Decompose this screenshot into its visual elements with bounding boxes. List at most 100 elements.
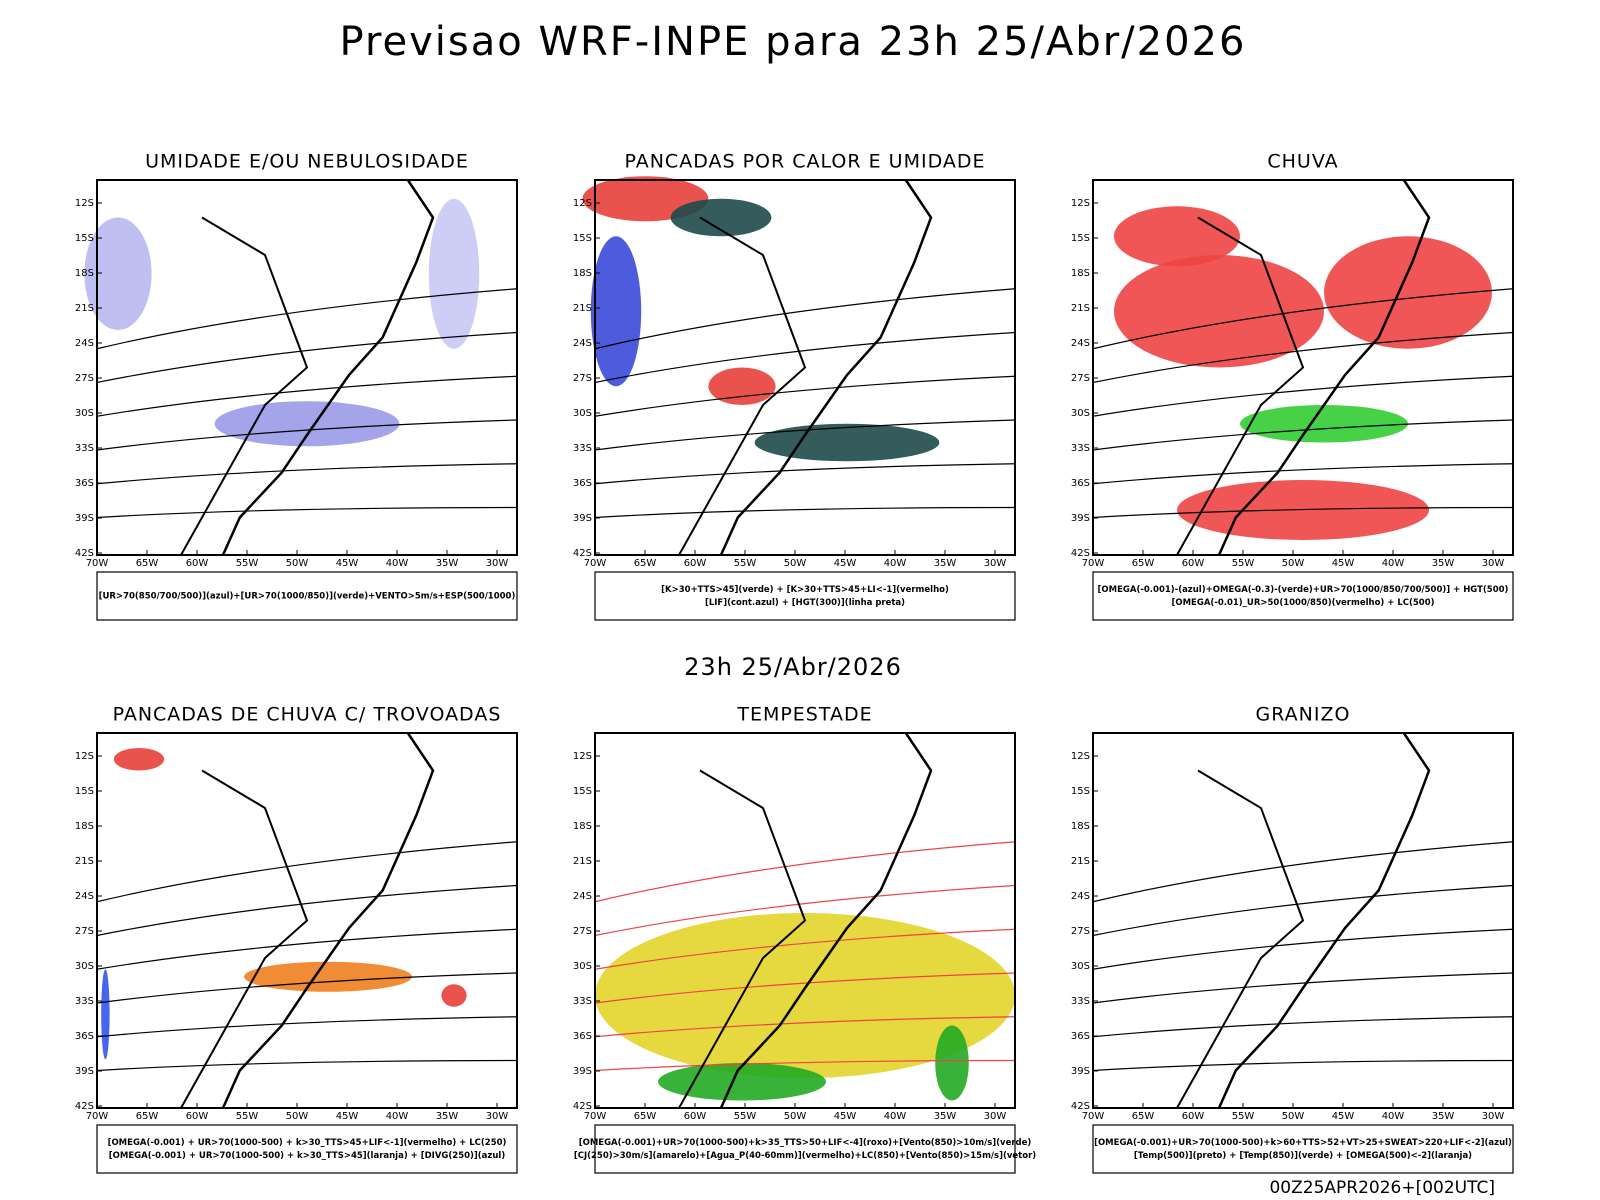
panel-title: CHUVA [1267,151,1338,173]
map-panel: UMIDADE E/OU NEBULOSIDADE 12S 15S 18S 21S 24S… [75,151,518,621]
lat-label: 30S [1071,961,1090,972]
lon-label: 45W [336,558,359,569]
legend-box [96,1124,518,1174]
lon-label: 30W [1482,1111,1505,1122]
lon-label: 70W [1082,1111,1105,1122]
panel-title: TEMPESTADE [736,704,872,726]
lon-label: 65W [634,558,657,569]
lat-label: 30S [573,408,592,419]
contour-line [1092,884,1514,937]
contour-line [594,419,1016,451]
contour-line [594,331,1016,384]
lat-label: 33S [573,996,592,1007]
field-shading [935,1025,969,1101]
lon-label: 40W [386,558,409,569]
lat-label: 42S [75,548,94,559]
contour-line [1092,506,1514,519]
coastline [719,732,933,1109]
lat-label: 30S [573,961,592,972]
contour-line [594,972,1016,1004]
legend-box [594,1124,1016,1174]
lat-label: 21S [75,303,94,314]
lon-label: 40W [386,1111,409,1122]
lon-label: 45W [1332,1111,1355,1122]
legend-text: [OMEGA(-0.001) + UR>70(1000-500) + k>30_… [108,1138,507,1148]
map-frame [594,179,1016,556]
field-shading [214,401,400,447]
lat-label: 39S [573,513,592,524]
map-frame [1092,179,1514,556]
lat-label: 42S [573,1101,592,1112]
lat-label: 33S [75,996,94,1007]
contour-line [594,463,1016,485]
lat-label: 30S [1071,408,1090,419]
lon-label: 35W [934,558,957,569]
lon-label: 55W [1232,558,1255,569]
coastline [1217,179,1431,556]
field-shading [754,423,940,462]
field-shading [1114,206,1240,267]
contour-line [1092,419,1514,451]
lon-label: 35W [1432,558,1455,569]
lon-label: 45W [834,1111,857,1122]
footer: 00Z25APR2026+[002UTC] [1269,1178,1495,1198]
lat-label: 39S [75,513,94,524]
contour-line [1092,463,1514,485]
lon-label: 55W [734,558,757,569]
field-shading [113,748,165,771]
legend-text: [OMEGA(-0.01)_UR>50(1000/850)(vermelho) … [1171,598,1434,608]
coastline [1217,732,1431,1109]
contour-line [96,506,518,519]
border-line [1176,216,1305,556]
lon-label: 55W [1232,1111,1255,1122]
lat-label: 12S [573,751,592,762]
lon-label: 30W [984,1111,1007,1122]
contour-line [1092,972,1514,1004]
field-shading [1114,255,1324,368]
lon-label: 50W [784,1111,807,1122]
lat-label: 39S [1071,513,1090,524]
field-shading [441,984,467,1007]
lat-label: 18S [75,268,94,279]
map-frame [1092,732,1514,1109]
lon-label: 40W [1382,1111,1405,1122]
lat-label: 24S [573,338,592,349]
lat-label: 12S [1071,751,1090,762]
lon-label: 30W [486,558,509,569]
lon-label: 65W [1132,1111,1155,1122]
contour-line [594,506,1016,519]
lat-label: 27S [75,373,94,384]
contour-line [1092,331,1514,384]
map-panel: TEMPESTADE 12S 15S 18S 21S 24S 27S 30S 33S 36S 39S… [573,704,1036,1174]
lat-label: 24S [1071,338,1090,349]
lon-label: 65W [136,558,159,569]
map-panel: CHUVA 12S 15S 18S 21S 24S 27S 30S 33S 36S 39S 42S70… [1071,151,1514,621]
border-line [678,769,807,1109]
lat-label: 30S [75,961,94,972]
border-line [180,216,309,556]
lat-label: 27S [573,926,592,937]
map-frame [96,179,518,556]
legend-box [1092,571,1514,621]
field-shading [670,198,772,237]
contour-line [1092,375,1514,417]
coastline [221,732,435,1109]
lon-label: 60W [186,1111,209,1122]
legend-box [1092,1124,1514,1174]
field-shading [1324,236,1492,349]
lon-label: 45W [1332,558,1355,569]
lat-label: 42S [573,548,592,559]
lat-label: 36S [573,1031,592,1042]
border-line [1176,769,1305,1109]
lon-label: 70W [86,558,109,569]
field-shading [244,961,412,992]
lat-label: 21S [75,856,94,867]
contour-line [96,884,518,937]
border-line [180,769,309,1109]
lon-label: 50W [1282,1111,1305,1122]
contour-line [1092,1059,1514,1072]
contour-line [594,928,1016,970]
lat-label: 15S [75,233,94,244]
field-shading [428,198,480,349]
lat-label: 30S [75,408,94,419]
